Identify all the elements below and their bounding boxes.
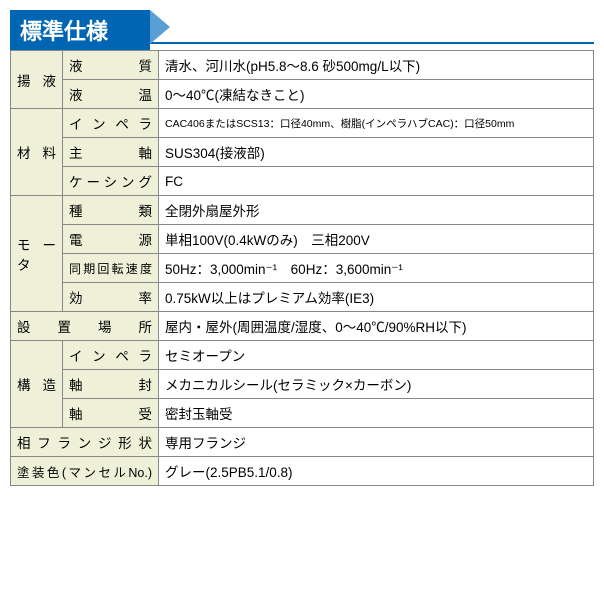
table-row: 材料 インペラ CAC406またはSCS13：口径40mm、樹脂(インペラハブC… xyxy=(11,109,594,138)
subcategory-cell: 効率 xyxy=(63,283,159,312)
table-row: 液温 0〜40℃(凍結なきこと) xyxy=(11,80,594,109)
value-cell: FC xyxy=(159,167,594,196)
subcategory-cell: 種類 xyxy=(63,196,159,225)
category-cell: 設置場所 xyxy=(11,312,159,341)
table-row: モータ 種類 全閉外扇屋外形 xyxy=(11,196,594,225)
value-cell: SUS304(接液部) xyxy=(159,138,594,167)
table-row: 相フランジ形状 専用フランジ xyxy=(11,428,594,457)
category-cell: 材料 xyxy=(11,109,63,196)
section-title: 標準仕様 xyxy=(20,19,108,44)
table-row: 効率 0.75kW以上はプレミアム効率(IE3) xyxy=(11,283,594,312)
subcategory-cell: ケーシング xyxy=(63,167,159,196)
subcategory-cell: 軸封 xyxy=(63,370,159,399)
category-cell: 構造 xyxy=(11,341,63,428)
table-row: ケーシング FC xyxy=(11,167,594,196)
category-cell: 揚液 xyxy=(11,51,63,109)
table-row: 電源 単相100V(0.4kWのみ) 三相200V xyxy=(11,225,594,254)
value-cell: 0〜40℃(凍結なきこと) xyxy=(159,80,594,109)
subcategory-cell: 液質 xyxy=(63,51,159,80)
table-row: 主軸 SUS304(接液部) xyxy=(11,138,594,167)
value-cell: セミオープン xyxy=(159,341,594,370)
table-row: 設置場所 屋内・屋外(周囲温度/湿度、0〜40℃/90%RH以下) xyxy=(11,312,594,341)
subcategory-cell: 電源 xyxy=(63,225,159,254)
subcategory-cell: 液温 xyxy=(63,80,159,109)
category-cell: モータ xyxy=(11,196,63,312)
value-cell: 清水、河川水(pH5.8〜8.6 砂500mg/L以下) xyxy=(159,51,594,80)
spec-table: 揚液 液質 清水、河川水(pH5.8〜8.6 砂500mg/L以下) 液温 0〜… xyxy=(10,50,594,486)
subcategory-cell: 主軸 xyxy=(63,138,159,167)
value-cell: グレー(2.5PB5.1/0.8) xyxy=(159,457,594,486)
value-cell: メカニカルシール(セラミック×カーボン) xyxy=(159,370,594,399)
section-header-wrap: 標準仕様 xyxy=(10,10,594,44)
table-row: 構造 インペラ セミオープン xyxy=(11,341,594,370)
category-cell: 相フランジ形状 xyxy=(11,428,159,457)
value-cell: 50Hz：3,000min⁻¹ 60Hz：3,600min⁻¹ xyxy=(159,254,594,283)
value-cell: 専用フランジ xyxy=(159,428,594,457)
subcategory-cell: インペラ xyxy=(63,341,159,370)
table-row: 塗装色(マンセルNo.) グレー(2.5PB5.1/0.8) xyxy=(11,457,594,486)
category-cell: 塗装色(マンセルNo.) xyxy=(11,457,159,486)
value-cell: 単相100V(0.4kWのみ) 三相200V xyxy=(159,225,594,254)
value-cell: 全閉外扇屋外形 xyxy=(159,196,594,225)
header-tail-shape xyxy=(150,10,170,44)
value-cell: 密封玉軸受 xyxy=(159,399,594,428)
table-row: 同期回転速度 50Hz：3,000min⁻¹ 60Hz：3,600min⁻¹ xyxy=(11,254,594,283)
table-row: 揚液 液質 清水、河川水(pH5.8〜8.6 砂500mg/L以下) xyxy=(11,51,594,80)
subcategory-cell: 同期回転速度 xyxy=(63,254,159,283)
section-header: 標準仕様 xyxy=(10,10,150,50)
value-cell: 屋内・屋外(周囲温度/湿度、0〜40℃/90%RH以下) xyxy=(159,312,594,341)
value-cell: 0.75kW以上はプレミアム効率(IE3) xyxy=(159,283,594,312)
table-row: 軸受 密封玉軸受 xyxy=(11,399,594,428)
subcategory-cell: インペラ xyxy=(63,109,159,138)
table-row: 軸封 メカニカルシール(セラミック×カーボン) xyxy=(11,370,594,399)
value-cell: CAC406またはSCS13：口径40mm、樹脂(インペラハブCAC)：口径50… xyxy=(159,109,594,138)
subcategory-cell: 軸受 xyxy=(63,399,159,428)
